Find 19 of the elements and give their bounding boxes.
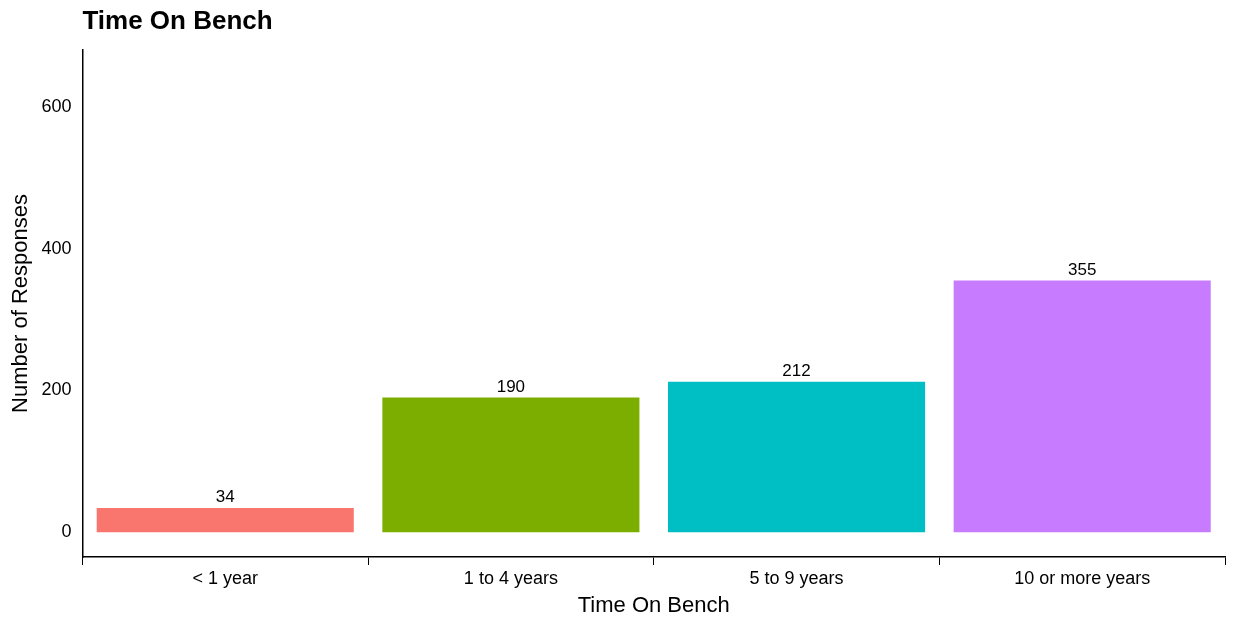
data-label: 355 <box>1067 259 1097 279</box>
y-axis-title: Number of Responses <box>7 194 33 413</box>
y-tick-label: 600 <box>41 95 72 116</box>
bar <box>382 397 640 533</box>
chart-title: Time On Bench <box>82 5 273 36</box>
y-tick-label: 200 <box>41 379 72 400</box>
x-tick-label: 5 to 9 years <box>749 567 844 588</box>
x-tick-label: 1 to 4 years <box>463 567 558 588</box>
bar <box>96 508 354 533</box>
y-tick-label: 400 <box>41 237 72 258</box>
bar <box>953 280 1211 533</box>
x-axis-title: Time On Bench <box>577 591 730 617</box>
data-label: 190 <box>496 376 526 396</box>
y-tick-label: 0 <box>61 521 72 542</box>
x-tick-label: < 1 year <box>192 567 259 588</box>
bar <box>668 381 926 533</box>
data-label: 212 <box>782 361 811 381</box>
x-tick-label: 10 or more years <box>1014 567 1151 588</box>
data-label: 34 <box>215 487 235 507</box>
